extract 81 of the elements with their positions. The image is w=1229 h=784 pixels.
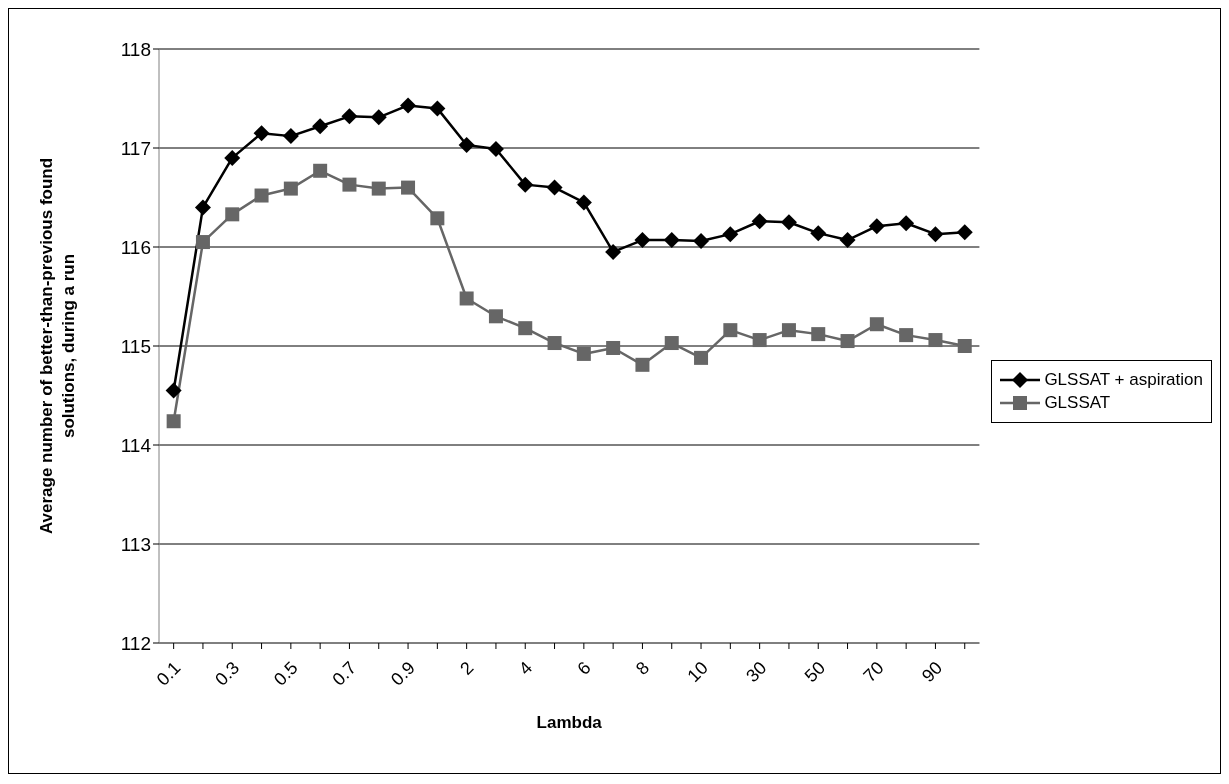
x-tick-label: 0.3: [211, 657, 244, 690]
point: [810, 225, 827, 242]
x-tick-label: 70: [859, 657, 888, 686]
point: [868, 218, 885, 235]
point: [401, 180, 416, 195]
point: [811, 327, 826, 342]
point: [165, 382, 182, 399]
point: [606, 340, 621, 355]
x-tick-label: 0.1: [152, 657, 185, 690]
point: [487, 140, 504, 157]
legend-label: GLSSAT + aspiration: [1044, 369, 1203, 390]
point: [400, 97, 417, 114]
point: [254, 188, 269, 203]
point: [664, 336, 679, 351]
point: [459, 291, 474, 306]
point: [312, 118, 329, 135]
y-tick-label: 112: [120, 632, 151, 654]
point: [957, 339, 972, 353]
point: [488, 309, 503, 324]
x-tick-label: 10: [683, 657, 712, 686]
point: [723, 323, 738, 338]
point: [927, 226, 944, 243]
y-tick-label: 115: [120, 335, 151, 357]
point: [956, 224, 973, 241]
y-tick-label: 114: [120, 434, 152, 456]
point: [722, 226, 739, 243]
point: [693, 233, 710, 250]
x-tick-label: 0.9: [387, 657, 419, 690]
point: [225, 207, 240, 222]
point: [429, 100, 446, 117]
x-tick-label: 6: [573, 657, 595, 679]
point: [663, 232, 680, 249]
point: [195, 235, 210, 250]
x-axis-title: Lambda: [536, 713, 603, 732]
point: [781, 323, 796, 338]
legend-label: GLSSAT: [1044, 392, 1111, 413]
point: [313, 163, 328, 178]
x-tick-label: 30: [742, 657, 771, 686]
point: [546, 179, 563, 196]
point: [928, 333, 943, 348]
point: [575, 194, 592, 211]
point: [576, 346, 591, 361]
point: [518, 321, 533, 336]
point: [371, 181, 386, 196]
point: [370, 109, 387, 126]
point: [342, 177, 357, 192]
point: [166, 414, 181, 429]
point: [694, 350, 709, 365]
point: [283, 181, 298, 196]
point: [780, 214, 797, 231]
x-tick-label: 2: [456, 657, 478, 679]
point: [224, 149, 241, 166]
point: [898, 215, 915, 232]
x-tick-label: 90: [917, 657, 947, 686]
point: [430, 211, 445, 226]
point: [547, 336, 562, 351]
y-tick-label: 116: [120, 236, 151, 258]
x-tick-label: 0.7: [328, 657, 361, 690]
point: [839, 232, 856, 249]
y-tick-label: 118: [120, 38, 151, 60]
y-tick-label: 113: [120, 533, 151, 555]
point: [751, 213, 768, 230]
point: [752, 333, 767, 348]
y-axis-title: Average number of better-than-previous found solutions, during a run: [37, 157, 78, 535]
point: [341, 108, 358, 125]
point: [634, 232, 651, 249]
point: [840, 334, 855, 349]
point: [253, 125, 270, 142]
point: [899, 328, 914, 343]
x-tick-label: 8: [632, 657, 654, 679]
point: [194, 199, 211, 216]
x-tick-label: 4: [514, 657, 537, 679]
point: [458, 137, 475, 154]
point: [517, 176, 534, 193]
x-tick-label: 0.5: [269, 657, 302, 690]
point: [282, 128, 299, 145]
y-tick-label: 117: [120, 137, 151, 159]
point: [605, 243, 622, 260]
x-tick-label: 50: [800, 657, 830, 686]
point: [635, 357, 650, 372]
point: [869, 317, 884, 332]
